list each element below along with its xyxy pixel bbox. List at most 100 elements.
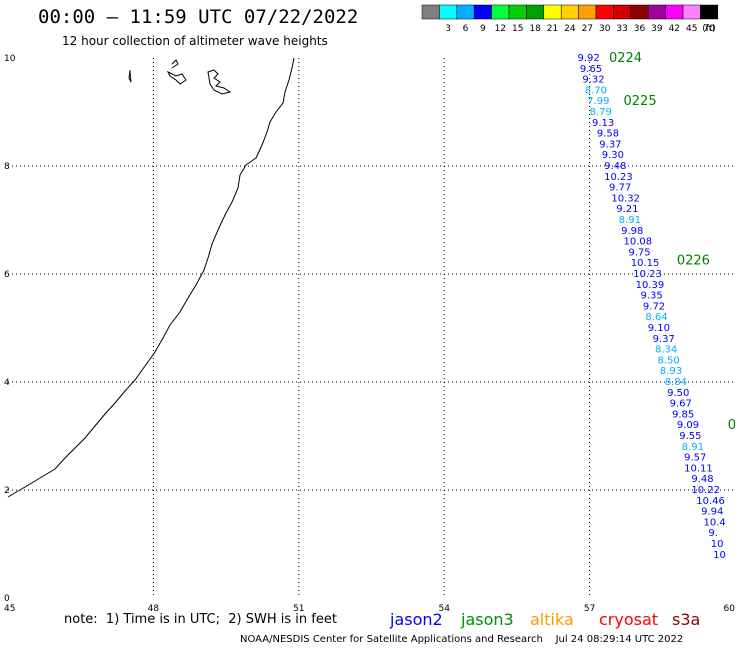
legend-swatch [613,4,632,20]
lon-tick-label: 57 [584,604,595,614]
lon-tick-label: 48 [148,604,160,614]
footer-note: note: 1) Time is in UTC; 2) SWH is in fe… [64,612,337,627]
lat-tick-label: 8 [4,162,10,172]
wave-height-label: 10.08 [624,237,653,248]
wave-height-label: 10.39 [636,280,665,291]
legend-swatch [473,4,492,20]
legend-swatch [491,4,510,20]
legend-label: 30 [599,24,611,34]
legend-swatch [439,4,458,20]
wave-height-label: 10.23 [604,172,633,183]
lat-tick-label: 6 [4,270,10,280]
legend-swatch [543,4,562,20]
legend-label: 27 [582,24,593,34]
wave-height-label: 8.50 [657,355,679,366]
wave-height-label: 9.32 [582,75,604,86]
wave-height-label: 9.48 [604,161,626,172]
lon-tick-label: 45 [4,604,15,614]
wave-height-label: 9.98 [621,226,643,237]
color-legend: 3 6 9 12 15 18 21 24 27 30 33 36 39 42 45 70(ft) [421,4,719,34]
legend-label: 24 [564,24,576,34]
wave-height-label: 10 [713,550,726,561]
wave-height-label: 10.46 [696,496,725,507]
legend-swatch [630,4,649,20]
legend-label: 33 [616,24,627,34]
wave-height-label: 9.35 [640,291,662,302]
legend-swatch [682,4,701,20]
wave-height-label: 9.13 [592,118,614,129]
legend-unit: (ft) [702,24,716,34]
legend-swatch [560,4,579,20]
wave-height-label: 9.30 [602,150,624,161]
legend-swatch [421,4,440,20]
wave-height-label: 9.55 [679,431,701,442]
wave-height-label: 10.22 [691,485,720,496]
wave-height-label: 9.72 [643,301,665,312]
page-subtitle: 12 hour collection of altimeter wave hei… [62,34,328,48]
legend-label: 21 [547,24,558,34]
time-labels: 0224 0225 0226 0 [609,51,736,433]
wave-height-label: 9.50 [667,388,689,399]
legend-swatch [508,4,527,20]
map-grid [8,58,735,598]
lon-tick-label: 54 [438,604,450,614]
axis-tick-labels: 45 48 51 54 57 60 0 2 4 6 8 10 [4,54,735,614]
legend-label: 36 [634,24,646,34]
wave-height-label: 8.84 [665,377,687,388]
legend-label: 45 [686,24,697,34]
legend-swatch [578,4,597,20]
legend-label: 18 [529,24,541,34]
legend-swatch [526,4,545,20]
legend-label: 70 [703,24,715,34]
wave-height-label: 9.67 [670,399,692,410]
wave-height-label: 10.23 [633,269,662,280]
wave-height-label: 8.91 [619,215,641,226]
wave-height-label: 10.11 [684,463,713,474]
wave-height-label: 8.93 [660,366,682,377]
wave-height-label: 10.15 [631,258,660,269]
legend-swatch [665,4,684,20]
coastline-path [7,57,295,498]
legend-label: 39 [651,24,663,34]
wave-height-label: 9.37 [653,334,675,345]
wave-height-label: 9.37 [599,139,621,150]
wave-height-label: 7.99 [587,96,609,107]
satellite-jason2: jason2 [390,610,443,629]
legend-label: 9 [480,24,486,34]
satellite-jason3: jason3 [461,610,514,629]
wave-height-label: 8.64 [645,312,667,323]
wave-height-label: 10.4 [703,517,725,528]
legend-label: 42 [669,24,680,34]
page-title: 00:00 – 11:59 UTC 07/22/2022 [38,6,359,28]
wave-height-label: 9.65 [580,64,602,75]
wave-height-label: 9.77 [609,183,631,194]
legend-swatch [456,4,475,20]
satellite-s3a: s3a [672,610,701,629]
coastline [7,57,295,498]
legend-label: 15 [512,24,523,34]
island-shape [207,69,232,95]
lon-tick-label: 51 [293,604,304,614]
wave-height-label: 9. [708,528,718,539]
wave-height-label: 9.09 [677,420,699,431]
wave-height-label: 9.85 [672,409,694,420]
altimeter-track: 9.929.659.328.707.998.799.139.589.379.30… [577,53,725,561]
lat-tick-label: 10 [4,54,16,64]
lat-tick-label: 4 [4,378,10,388]
lat-tick-label: 2 [4,486,10,496]
lat-tick-label: 0 [4,594,10,604]
wave-height-label: 8.79 [590,107,612,118]
time-label: 0225 [624,94,657,109]
wave-height-label: 9.48 [691,474,713,485]
legend-label: 3 [445,24,451,34]
wave-height-label: 9.92 [577,53,599,64]
wave-height-label: 9.10 [648,323,670,334]
legend-swatch [700,4,719,20]
satellite-cryosat: cryosat [599,610,659,629]
satellite-altika: altika [530,610,574,629]
legend-label: 12 [495,24,506,34]
wave-height-label: 9.57 [684,453,706,464]
legend-swatch [595,4,614,20]
island-shape [128,69,132,83]
